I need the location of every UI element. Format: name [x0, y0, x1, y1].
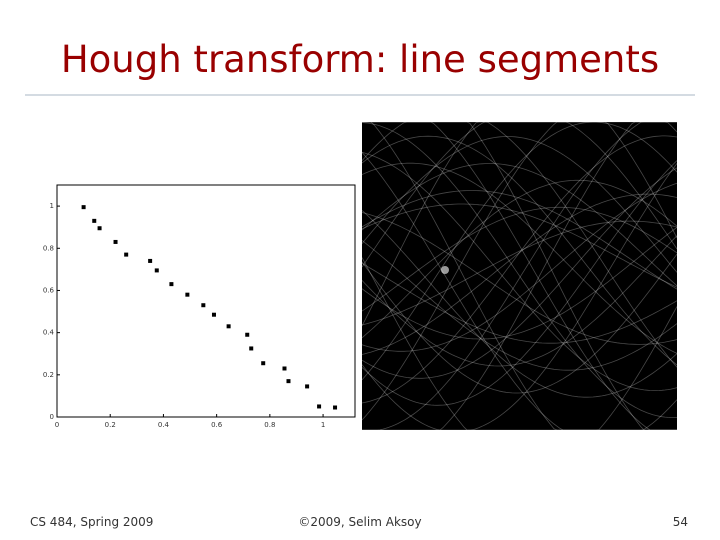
data-point	[249, 346, 254, 351]
hough-curve	[361, 167, 678, 379]
x-tick-label: 1	[321, 421, 325, 429]
hough-curve	[361, 240, 678, 371]
hough-curve	[361, 193, 678, 355]
hough-curve	[361, 122, 678, 418]
data-point	[185, 292, 190, 297]
data-point	[245, 332, 250, 337]
scatter-plot: 0 0.2 0.4 0.6 0.8 1 0 0.2 0.4 0.6 0.8 1	[43, 202, 338, 429]
hough-curve	[361, 135, 678, 366]
hough-curve	[361, 121, 678, 327]
hough-curve	[361, 262, 678, 344]
hough-curve	[361, 121, 678, 381]
data-point	[124, 252, 129, 257]
footer-course: CS 484, Spring 2009	[30, 515, 153, 529]
hough-curve	[361, 226, 678, 340]
x-tick-label: 0.4	[158, 421, 170, 429]
data-point	[305, 384, 310, 389]
data-point	[169, 282, 174, 287]
hough-curve	[361, 136, 678, 273]
y-tick-label: 0.2	[43, 371, 54, 379]
hough-curve	[361, 179, 678, 339]
y-tick-label: 0	[50, 413, 54, 421]
y-tick-label: 0.6	[43, 286, 55, 294]
hough-curve	[361, 121, 678, 368]
plot-frame	[56, 184, 356, 418]
x-tick-label: 0.2	[105, 421, 116, 429]
x-tick-label: 0	[55, 421, 59, 429]
hough-curve	[361, 152, 678, 431]
data-point	[154, 268, 159, 273]
y-tick-label: 0.8	[43, 244, 54, 252]
hough-curve	[361, 253, 678, 394]
page-number: 54	[673, 515, 688, 529]
hough-curve	[361, 162, 678, 354]
hough-curve	[361, 220, 678, 326]
hough-curve	[361, 210, 678, 398]
footer-copyright: ©2009, Selim Aksoy	[298, 515, 421, 529]
data-point	[97, 226, 102, 231]
data-point	[226, 324, 231, 329]
hough-image	[362, 122, 677, 430]
hough-curve	[361, 182, 678, 352]
data-point	[81, 205, 86, 210]
data-point	[286, 379, 291, 384]
hough-curve	[361, 203, 678, 288]
hough-curve	[361, 151, 678, 391]
hough-curves	[361, 121, 678, 431]
data-point	[317, 404, 322, 409]
data-point	[282, 366, 287, 371]
y-tick-label: 0.4	[43, 329, 55, 337]
hough-curve	[362, 121, 677, 431]
y-tick-label: 1	[50, 202, 54, 210]
hough-curve	[361, 206, 678, 312]
data-point	[261, 361, 266, 366]
data-point	[148, 258, 153, 263]
hough-curve	[361, 257, 678, 431]
data-point	[113, 239, 118, 244]
hough-curve	[361, 121, 678, 268]
hough-curve	[361, 135, 678, 404]
hough-curve	[361, 163, 678, 431]
x-tick-label: 0.6	[211, 421, 223, 429]
hough-curve	[361, 190, 678, 290]
data-point	[333, 405, 338, 410]
hough-curve	[362, 121, 677, 431]
hough-curve	[361, 235, 678, 367]
hough-curve	[362, 121, 677, 431]
hough-curve	[362, 121, 677, 431]
hough-curve	[361, 163, 678, 287]
hough-curve	[361, 212, 678, 345]
slide-title: Hough transform: line segments	[61, 38, 659, 81]
data-point	[201, 303, 206, 308]
hough-curve	[361, 121, 678, 421]
hough-peak	[441, 266, 449, 274]
x-tick-label: 0.8	[264, 421, 275, 429]
data-point	[211, 312, 216, 317]
data-point	[92, 218, 97, 223]
hough-curve	[361, 160, 678, 406]
hough-curve	[362, 121, 677, 431]
